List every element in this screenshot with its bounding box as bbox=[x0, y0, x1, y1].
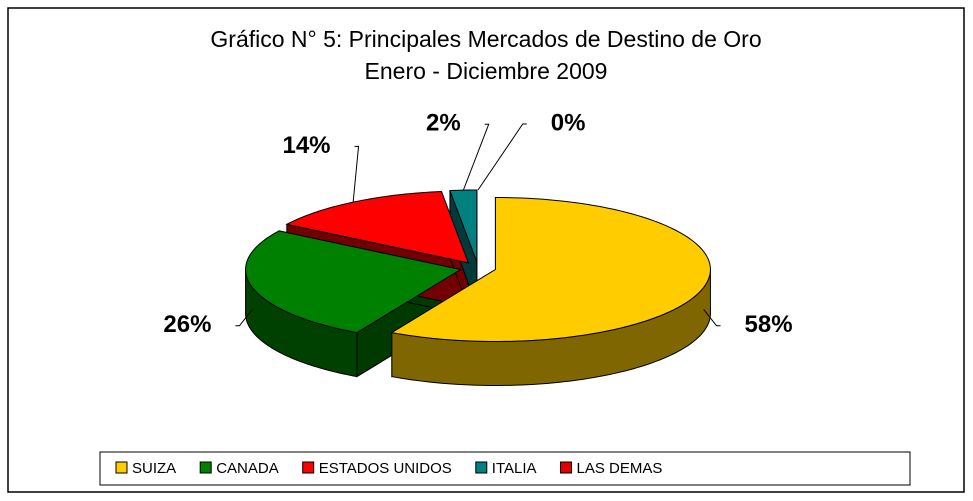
slice bbox=[245, 230, 462, 334]
chart-title: Gráfico N° 5: Principales Mercados de De… bbox=[210, 26, 761, 52]
leader-line bbox=[235, 309, 253, 327]
legend-swatch bbox=[302, 461, 315, 474]
legend-swatch bbox=[475, 461, 488, 474]
legend-swatch bbox=[199, 461, 212, 474]
legend-label: ESTADOS UNIDOS bbox=[319, 460, 452, 477]
legend-swatch bbox=[560, 461, 573, 474]
leader-line bbox=[477, 123, 527, 191]
slice bbox=[285, 190, 470, 264]
legend-swatch bbox=[115, 461, 128, 474]
leader-line bbox=[462, 123, 490, 191]
legend-label: SUIZA bbox=[132, 460, 176, 477]
chart-subtitle: Enero - Diciembre 2009 bbox=[365, 58, 608, 84]
legend-label: LAS DEMAS bbox=[577, 460, 663, 477]
data-label: 58% bbox=[745, 311, 793, 338]
data-label: 26% bbox=[163, 311, 211, 338]
leader-line bbox=[352, 145, 360, 203]
leader-line bbox=[703, 309, 721, 327]
data-label: 0% bbox=[551, 109, 586, 136]
slice bbox=[390, 196, 711, 342]
legend-box bbox=[99, 451, 911, 486]
chart-frame bbox=[7, 7, 965, 493]
data-label: 2% bbox=[426, 110, 461, 137]
legend-label: ITALIA bbox=[492, 460, 537, 477]
legend-label: CANADA bbox=[216, 460, 279, 477]
data-label: 14% bbox=[282, 132, 330, 159]
